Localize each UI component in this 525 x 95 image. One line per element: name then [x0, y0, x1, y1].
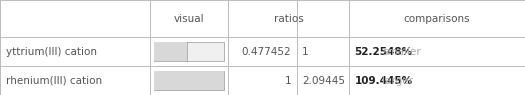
Text: 1: 1	[302, 47, 309, 57]
Text: larger: larger	[382, 76, 413, 86]
Text: 2.09445: 2.09445	[302, 76, 345, 86]
Text: smaller: smaller	[382, 47, 421, 57]
Text: 0.477452: 0.477452	[242, 47, 291, 57]
Text: visual: visual	[174, 13, 204, 24]
Bar	[154, 71, 224, 90]
Text: ratios: ratios	[274, 13, 303, 24]
Text: rhenium(III) cation: rhenium(III) cation	[6, 76, 102, 86]
Bar	[154, 42, 187, 61]
Text: 1: 1	[285, 76, 291, 86]
Text: 52.2548%: 52.2548%	[354, 47, 413, 57]
Text: yttrium(III) cation: yttrium(III) cation	[6, 47, 97, 57]
Bar	[154, 42, 224, 61]
Bar	[154, 71, 224, 90]
Text: 109.445%: 109.445%	[354, 76, 413, 86]
Text: comparisons: comparisons	[404, 13, 470, 24]
